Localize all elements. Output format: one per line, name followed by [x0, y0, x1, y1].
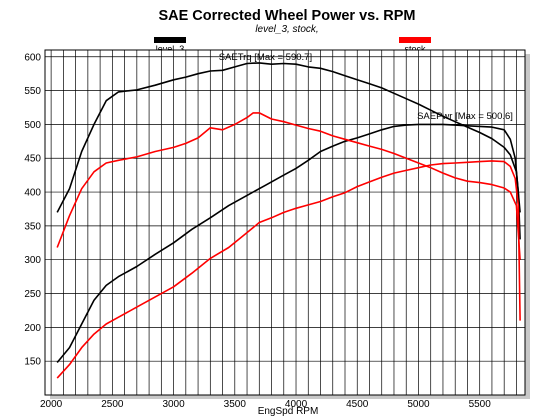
legend-swatch — [154, 37, 186, 43]
legend-label: stock — [404, 44, 426, 54]
y-tick-label: 400 — [24, 188, 41, 199]
plot-frame — [44, 49, 526, 396]
x-axis-label: EngSpd RPM — [258, 406, 319, 417]
legend-label: level_3 — [156, 44, 185, 54]
grid — [45, 50, 525, 395]
x-tick-label: 2000 — [40, 399, 63, 410]
x-tick-label: 3000 — [162, 399, 185, 410]
series-line-stock_pwr — [56, 160, 521, 379]
x-tick-label: 2500 — [101, 399, 124, 410]
y-tick-label: 550 — [24, 86, 41, 97]
annotations: SAETrq [Max = 590.7] SAEPwr [Max = 500.6] — [219, 52, 513, 122]
annotation-label: SAETrq [Max = 590.7] — [219, 52, 312, 63]
y-tick-label: 450 — [24, 154, 41, 165]
series-group — [56, 62, 521, 379]
legend: level_3 stock — [154, 37, 431, 54]
x-tick-label: 4500 — [346, 399, 369, 410]
annotation-label: SAEPwr [Max = 500.6] — [417, 111, 513, 122]
y-tick-label: 300 — [24, 255, 41, 266]
x-axis: 2000 2500 3000 3500 4000 4500 5000 5500 — [40, 399, 491, 410]
x-tick-label: 5500 — [469, 399, 492, 410]
y-tick-label: 350 — [24, 221, 41, 232]
y-tick-label: 250 — [24, 289, 41, 300]
chart-title: SAE Corrected Wheel Power vs. RPM — [158, 8, 415, 24]
chart-subtitle: level_3, stock, — [255, 24, 318, 35]
series-line-level3_pwr — [56, 123, 521, 364]
legend-swatch — [399, 37, 431, 43]
y-tick-label: 600 — [24, 52, 41, 63]
y-tick-label: 200 — [24, 323, 41, 334]
x-tick-label: 4000 — [285, 399, 308, 410]
x-tick-label: 5000 — [407, 399, 430, 410]
y-tick-label: 500 — [24, 120, 41, 131]
y-axis: 150 200 250 300 350 400 450 500 550 600 — [24, 52, 41, 367]
x-tick-label: 3500 — [224, 399, 247, 410]
series-line-stock_trq — [56, 112, 521, 260]
y-tick-label: 150 — [24, 357, 41, 368]
